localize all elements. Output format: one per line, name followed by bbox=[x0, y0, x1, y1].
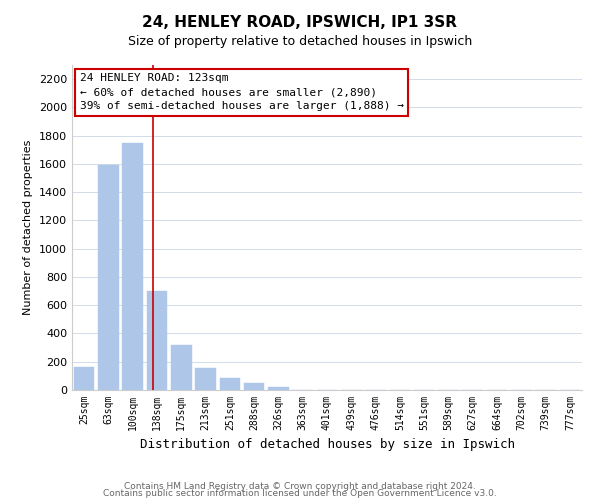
Bar bbox=[98, 166, 119, 390]
Y-axis label: Number of detached properties: Number of detached properties bbox=[23, 140, 34, 315]
Bar bbox=[268, 387, 289, 390]
Bar bbox=[122, 142, 143, 390]
Bar bbox=[220, 378, 240, 390]
Bar bbox=[146, 291, 167, 390]
Text: Size of property relative to detached houses in Ipswich: Size of property relative to detached ho… bbox=[128, 35, 472, 48]
Text: Contains HM Land Registry data © Crown copyright and database right 2024.: Contains HM Land Registry data © Crown c… bbox=[124, 482, 476, 491]
Bar bbox=[74, 368, 94, 390]
Bar bbox=[195, 368, 216, 390]
Text: Contains public sector information licensed under the Open Government Licence v3: Contains public sector information licen… bbox=[103, 489, 497, 498]
Text: 24 HENLEY ROAD: 123sqm
← 60% of detached houses are smaller (2,890)
39% of semi-: 24 HENLEY ROAD: 123sqm ← 60% of detached… bbox=[80, 73, 404, 111]
X-axis label: Distribution of detached houses by size in Ipswich: Distribution of detached houses by size … bbox=[139, 438, 515, 452]
Bar bbox=[244, 383, 265, 390]
Bar bbox=[171, 346, 191, 390]
Text: 24, HENLEY ROAD, IPSWICH, IP1 3SR: 24, HENLEY ROAD, IPSWICH, IP1 3SR bbox=[143, 15, 458, 30]
